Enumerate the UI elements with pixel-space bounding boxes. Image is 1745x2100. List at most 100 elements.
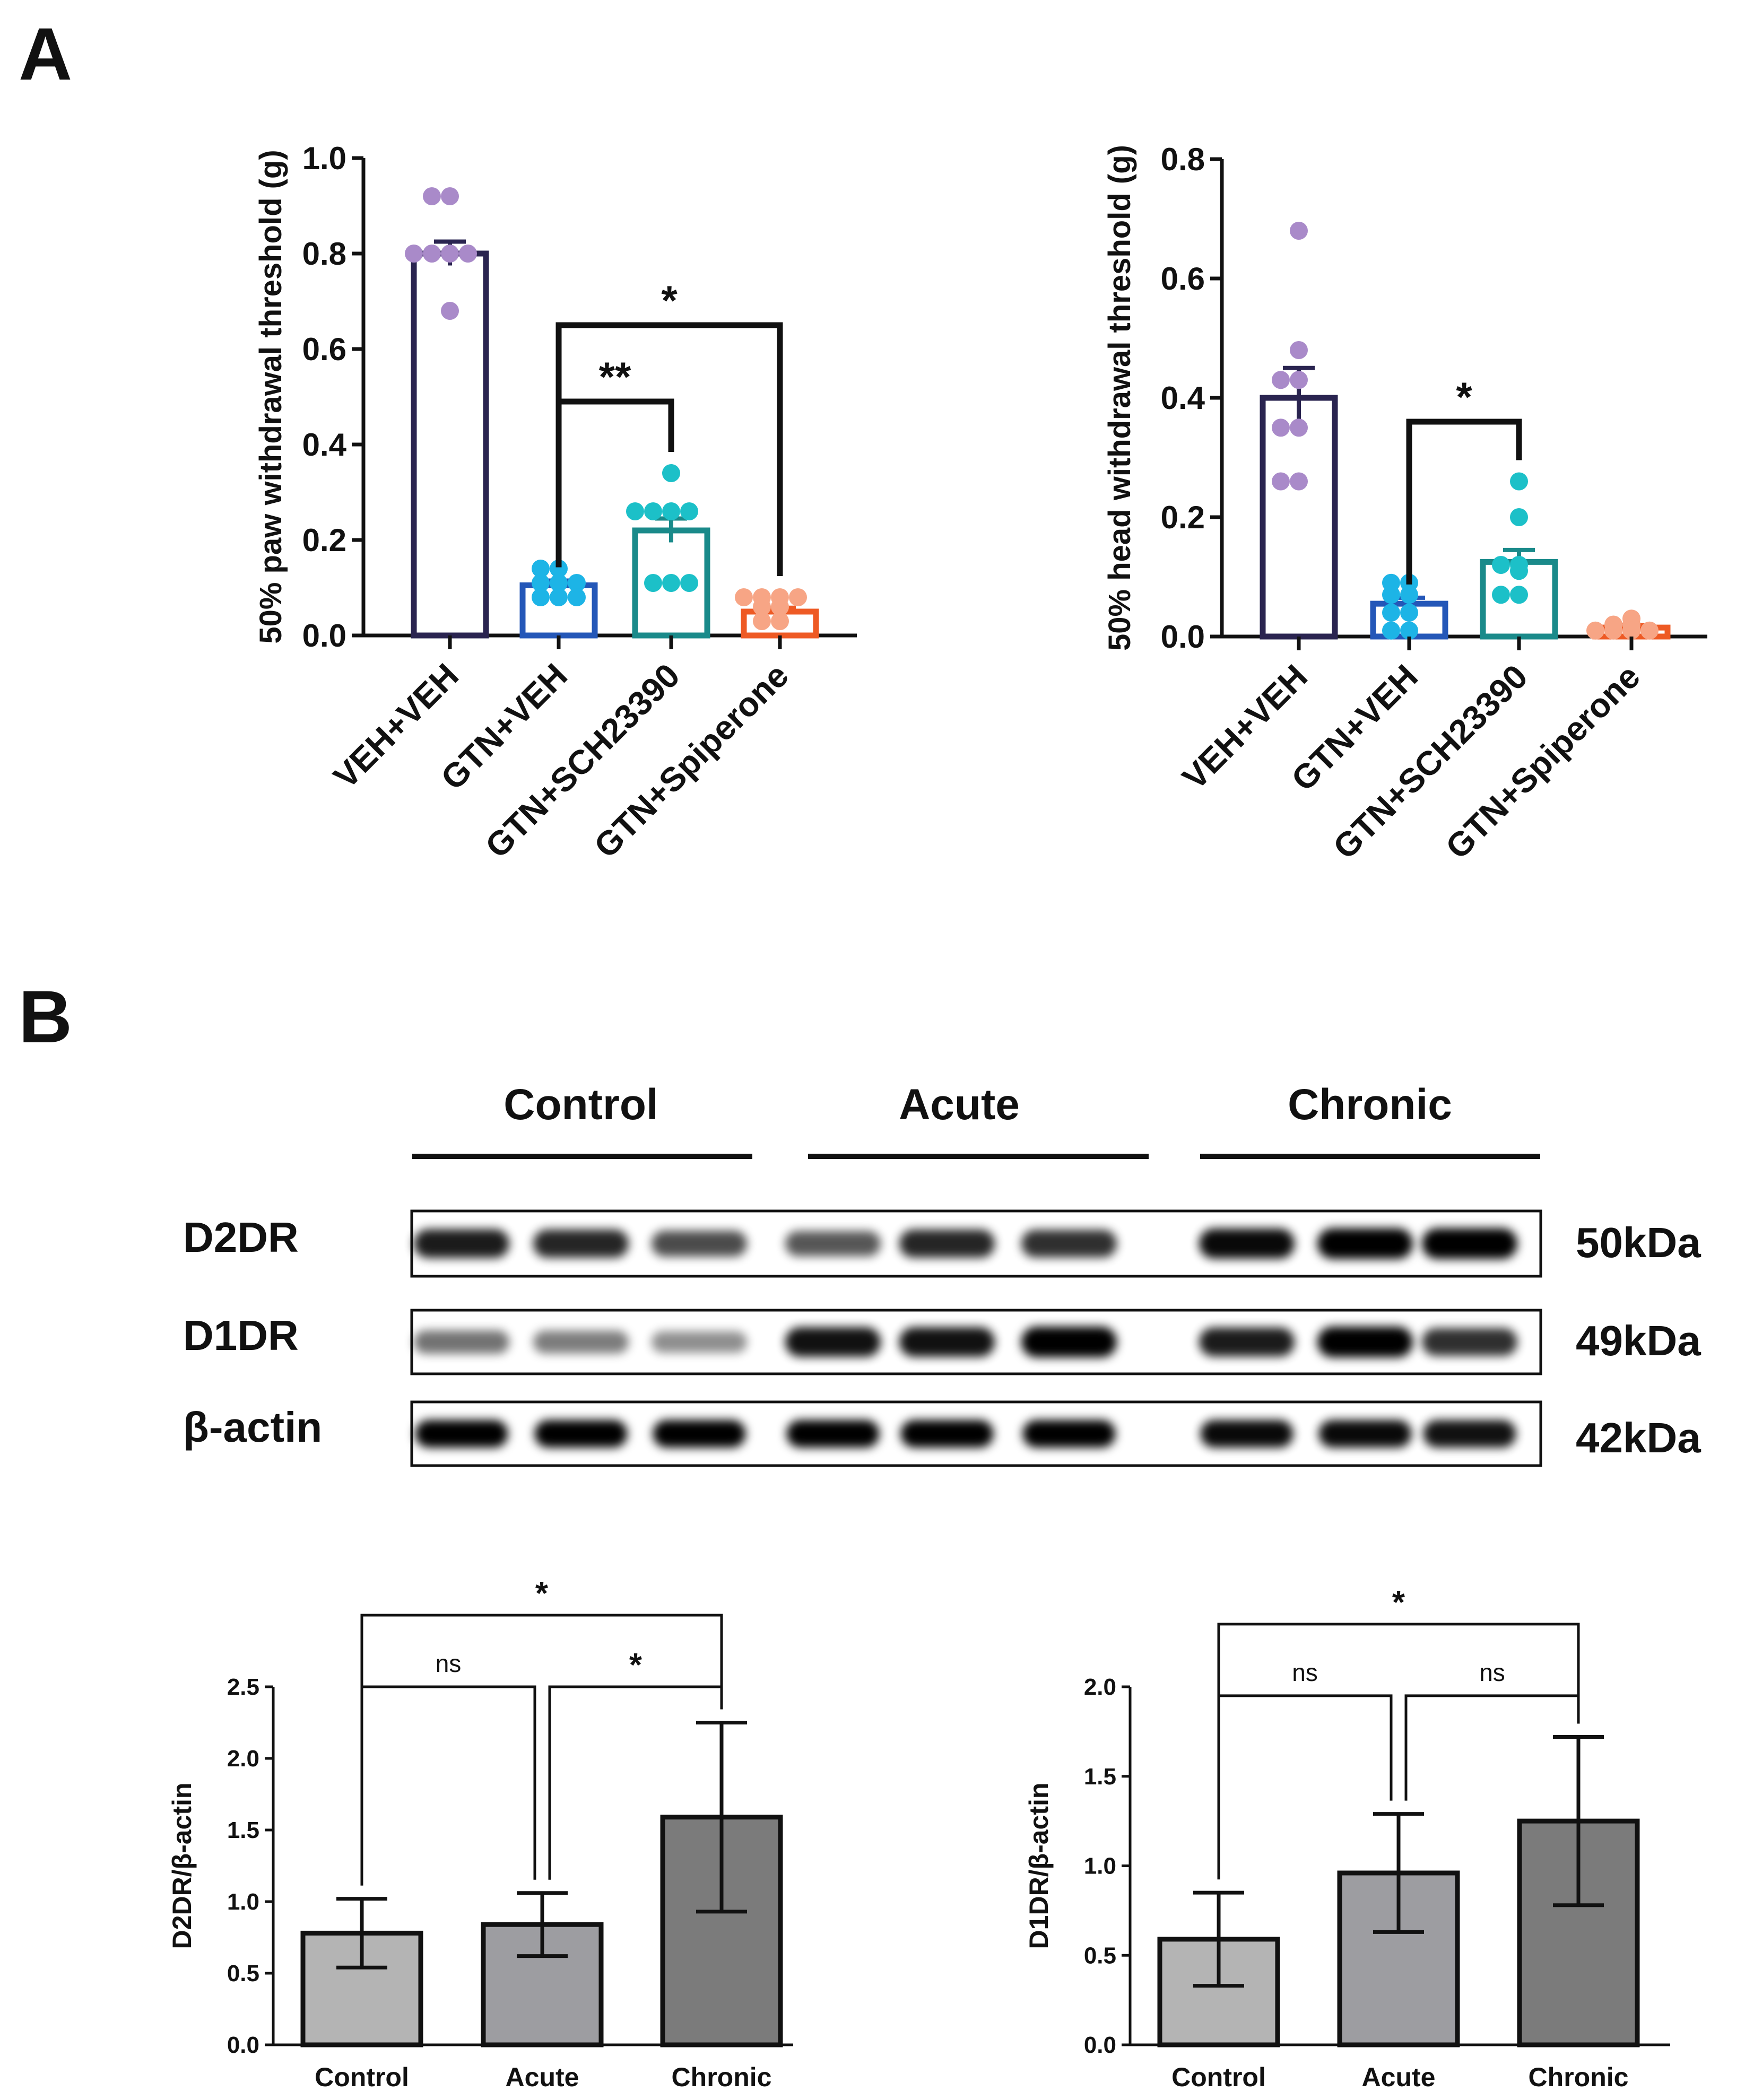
data-point <box>441 302 459 320</box>
significance-label: ns <box>436 1650 462 1677</box>
data-point <box>1382 586 1400 604</box>
data-point <box>1492 586 1510 604</box>
blot-kda-d2dr: 50kDa <box>1576 1219 1701 1266</box>
significance-bracket <box>1406 419 1522 585</box>
data-point <box>1290 472 1308 491</box>
y-axis-label: D2DR/β-actin <box>167 1783 197 1949</box>
data-point <box>1272 371 1290 389</box>
blot-band <box>1199 1228 1295 1259</box>
data-point <box>568 574 586 592</box>
data-point <box>441 187 459 205</box>
y-tick-label: 0.0 <box>1161 619 1205 655</box>
data-point <box>532 588 550 606</box>
y-tick-label: 0.8 <box>1161 142 1205 177</box>
data-point <box>1586 621 1604 640</box>
significance-label: * <box>629 1647 643 1684</box>
blot-band <box>414 1229 509 1258</box>
data-point <box>1510 586 1528 604</box>
data-point <box>1290 341 1308 359</box>
significance-label: ns <box>1479 1659 1505 1686</box>
data-point <box>532 574 550 592</box>
data-point <box>405 245 423 263</box>
y-tick-label: 1.0 <box>302 141 346 176</box>
y-axis-label: D1DR/β-actin <box>1024 1783 1054 1949</box>
data-point <box>771 598 789 616</box>
data-point <box>789 588 807 606</box>
y-tick-label: 0.8 <box>302 236 346 272</box>
significance-label: ns <box>1292 1659 1318 1686</box>
blot-band <box>1021 1327 1117 1357</box>
data-point <box>1510 562 1528 580</box>
data-point <box>423 187 441 205</box>
blot-kda-d1dr: 49kDa <box>1576 1317 1701 1364</box>
data-point <box>1290 419 1308 437</box>
y-tick-label: 0.0 <box>1084 2032 1116 2058</box>
blot-band <box>785 1327 881 1357</box>
blot-band <box>1317 1228 1413 1259</box>
data-point <box>1510 508 1528 526</box>
data-point <box>568 588 586 606</box>
data-point <box>1272 419 1290 437</box>
data-point <box>1640 621 1659 640</box>
western-blot: Control Acute Chronic D2DR D1DR β-actin … <box>183 1081 1701 1467</box>
x-category-label: Chronic <box>672 2062 772 2092</box>
x-category-label: Chronic <box>1529 2062 1629 2092</box>
significance-label: * <box>535 1575 549 1612</box>
panel-label-b: B <box>19 975 72 1058</box>
blot-band <box>652 1231 747 1257</box>
paw-threshold-chart: 0.0 0.2 0.4 0.6 0.8 1.0 50% paw withdrawal thr… <box>254 141 857 865</box>
data-point <box>1400 604 1418 622</box>
data-point <box>550 574 568 592</box>
y-tick-label: 1.5 <box>227 1817 259 1843</box>
data-point <box>1604 621 1622 640</box>
blot-band <box>1200 1420 1293 1448</box>
data-point <box>735 588 753 606</box>
data-point <box>532 560 550 578</box>
blot-band <box>785 1231 881 1257</box>
significance-bracket <box>1404 1694 1580 1801</box>
blot-band <box>1317 1327 1413 1357</box>
data-point <box>644 574 662 592</box>
data-point <box>550 560 568 578</box>
blot-band <box>1022 1420 1116 1448</box>
blot-group-acute: Acute <box>899 1081 1020 1129</box>
x-category-label: Acute <box>1362 2062 1436 2092</box>
d1dr-ratio-chart: 0.0 0.5 1.0 1.5 2.0 D1DR/β-actin Control Acute C… <box>1024 1584 1670 2092</box>
data-point <box>753 612 771 630</box>
data-point <box>1622 621 1640 640</box>
blot-row-label-actin: β-actin <box>183 1404 322 1451</box>
blot-band <box>786 1420 880 1448</box>
blot-band <box>899 1327 995 1357</box>
d2dr-ratio-chart: 0.0 0.5 1.0 1.5 2.0 2.5 D2DR/β-actin Control Acu… <box>167 1575 793 2092</box>
significance-label: * <box>1392 1584 1405 1621</box>
y-tick-label: 0.6 <box>302 332 346 367</box>
panel-label-a: A <box>19 12 72 95</box>
data-point <box>771 612 789 630</box>
y-tick-label: 0.4 <box>1161 380 1205 416</box>
data-point <box>662 574 680 592</box>
blot-row-label-d1dr: D1DR <box>183 1312 299 1359</box>
data-point <box>1272 472 1290 491</box>
data-point <box>441 245 459 263</box>
data-point <box>1492 556 1510 574</box>
blot-kda-actin: 42kDa <box>1576 1414 1701 1461</box>
data-point <box>550 588 568 606</box>
data-point <box>1510 472 1528 491</box>
x-category-label: Control <box>1171 2062 1266 2092</box>
blot-band <box>533 1330 629 1354</box>
x-category-label: GTN+Spiperone <box>587 656 796 865</box>
data-point <box>680 502 698 520</box>
data-point <box>423 245 441 263</box>
significance-bracket <box>555 398 674 568</box>
data-point <box>626 502 644 520</box>
data-point <box>1400 586 1418 604</box>
blot-band <box>414 1330 509 1354</box>
y-tick-label: 2.0 <box>1084 1674 1116 1700</box>
x-category-label: Acute <box>506 2062 579 2092</box>
blot-band <box>652 1331 747 1353</box>
y-tick-label: 1.0 <box>227 1889 259 1915</box>
y-tick-label: 0.5 <box>1084 1942 1116 1968</box>
blot-band <box>1199 1327 1295 1357</box>
blot-band <box>900 1420 994 1448</box>
